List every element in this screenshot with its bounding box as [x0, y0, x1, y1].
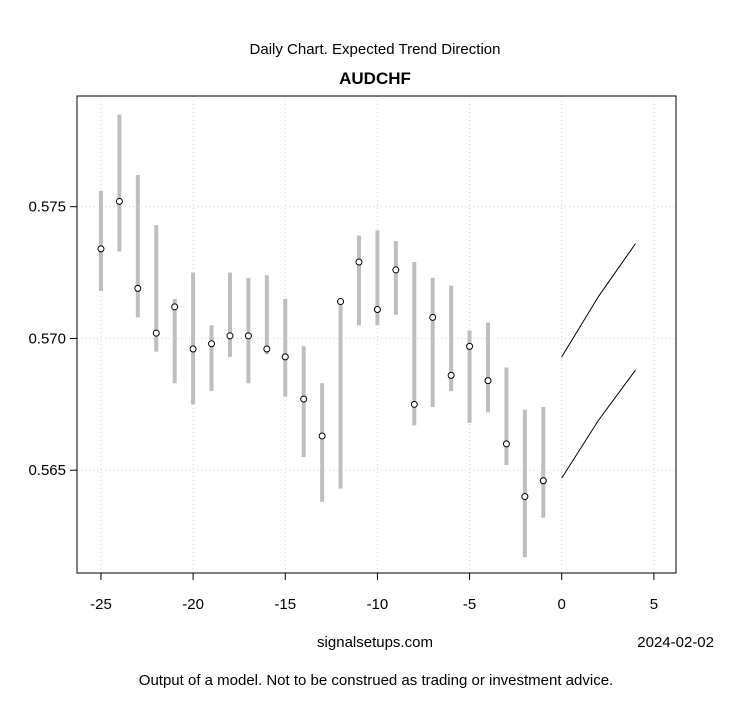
data-point — [318, 432, 326, 440]
forecast-line — [561, 243, 636, 358]
data-point — [134, 284, 142, 292]
source-label: signalsetups.com — [317, 634, 433, 651]
data-point — [447, 371, 455, 379]
plot-frame — [76, 95, 677, 574]
y-tick-label: 0.570 — [28, 330, 66, 347]
forecast-line — [561, 369, 636, 479]
chart-subtitle: Daily Chart. Expected Trend Direction — [250, 41, 501, 58]
x-axis: -25 -20 -15 -10 -5 0 5 — [90, 572, 658, 613]
x-tick-label: -25 — [90, 596, 112, 613]
data-point — [373, 305, 381, 313]
data-point — [429, 313, 437, 321]
chart-title: AUDCHF — [339, 69, 411, 88]
data-point — [189, 345, 197, 353]
x-tick-label: 0 — [558, 596, 566, 613]
x-tick-label: -5 — [463, 596, 476, 613]
data-point — [539, 477, 547, 485]
data-point — [152, 329, 160, 337]
disclaimer: Output of a model. Not to be construed a… — [139, 672, 613, 689]
data-point — [171, 303, 179, 311]
data-point — [410, 400, 418, 408]
date-label: 2024-02-02 — [637, 634, 714, 651]
x-tick-label: -15 — [274, 596, 296, 613]
x-tick-label: -20 — [182, 596, 204, 613]
x-tick-label: -10 — [367, 596, 389, 613]
data-point — [502, 440, 510, 448]
data-point — [208, 340, 216, 348]
data-point — [300, 395, 308, 403]
data-point — [97, 245, 105, 253]
data-point — [263, 345, 271, 353]
data-point — [466, 342, 474, 350]
data-point — [244, 332, 252, 340]
data-point — [281, 353, 289, 361]
range-bars — [98, 114, 546, 558]
data-point — [521, 493, 529, 501]
grid — [77, 96, 676, 573]
data-point — [115, 197, 123, 205]
data-point — [355, 258, 363, 266]
data-point — [484, 377, 492, 385]
y-tick-label: 0.575 — [28, 199, 66, 216]
forecast-lines — [561, 243, 636, 479]
data-point — [226, 332, 234, 340]
y-tick-label: 0.565 — [28, 462, 66, 479]
x-tick-label: 5 — [650, 596, 658, 613]
data-point — [392, 266, 400, 274]
y-axis: 0.565 0.570 0.575 — [28, 199, 78, 479]
data-point — [337, 298, 345, 306]
data-points — [97, 197, 547, 501]
